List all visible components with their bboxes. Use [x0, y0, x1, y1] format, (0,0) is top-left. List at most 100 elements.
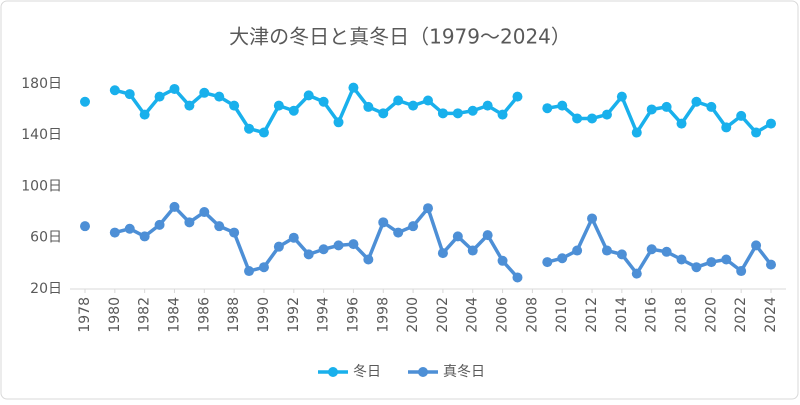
point [646, 244, 657, 255]
point [423, 95, 433, 106]
point [497, 255, 508, 266]
point [631, 268, 642, 279]
point [229, 100, 240, 111]
x-tick-label: 2024 [763, 297, 779, 333]
point [229, 227, 240, 238]
point [616, 91, 627, 102]
point [572, 113, 583, 124]
point [303, 90, 314, 101]
x-tick-label: 2000 [405, 297, 421, 333]
point [601, 109, 612, 120]
point [288, 232, 299, 243]
point [258, 262, 269, 273]
point [437, 248, 448, 259]
point [363, 254, 374, 265]
point [273, 241, 284, 252]
point [497, 109, 508, 120]
point [318, 244, 329, 255]
point [303, 249, 314, 260]
point [199, 207, 210, 218]
point [646, 104, 657, 115]
point [184, 217, 195, 228]
x-tick-label: 2020 [703, 297, 719, 333]
x-tick-label: 2012 [584, 297, 600, 333]
point [587, 213, 598, 224]
x-tick-label: 1988 [226, 297, 242, 333]
point [691, 262, 702, 273]
point [721, 254, 732, 265]
point [124, 89, 135, 100]
legend-label: 真冬日 [443, 364, 485, 380]
point [109, 227, 120, 238]
point [214, 221, 225, 232]
x-tick-label: 1992 [286, 297, 302, 333]
point [244, 266, 255, 277]
y-tick-label: 100日 [21, 178, 62, 194]
point [109, 85, 120, 96]
point [363, 101, 374, 112]
point [482, 230, 493, 241]
x-tick-label: 1980 [107, 297, 123, 333]
point [169, 201, 180, 212]
x-tick-label: 1994 [316, 297, 332, 333]
series-line [114, 85, 772, 135]
point [393, 227, 404, 238]
point [736, 110, 747, 121]
x-tick-label: 1990 [256, 297, 272, 333]
x-tick-label: 2016 [644, 297, 660, 333]
x-tick-label: 2014 [614, 297, 630, 333]
point [408, 100, 419, 111]
point [139, 231, 150, 242]
point [378, 217, 389, 228]
x-tick-label: 1996 [345, 297, 361, 333]
point [482, 100, 493, 111]
point [437, 108, 448, 119]
point [676, 254, 687, 265]
point [318, 96, 329, 107]
point [706, 101, 717, 112]
x-tick-label: 1978 [77, 297, 93, 333]
point [691, 96, 702, 107]
point [423, 203, 433, 214]
legend-marker [418, 367, 428, 377]
point [348, 239, 359, 250]
point [273, 100, 284, 111]
point [244, 123, 255, 134]
x-tick-label: 1984 [166, 297, 182, 333]
point [408, 221, 419, 232]
point [587, 113, 598, 124]
point [378, 108, 389, 119]
x-tick-label: 2010 [554, 297, 570, 333]
point [199, 87, 210, 98]
point [706, 257, 717, 268]
x-tick-label: 1998 [375, 297, 391, 333]
point [542, 257, 553, 268]
point [601, 245, 612, 256]
point [80, 96, 90, 107]
point [333, 240, 344, 251]
x-tick-label: 2006 [495, 297, 511, 333]
point [616, 249, 627, 260]
point [258, 127, 269, 138]
point [766, 118, 776, 129]
point [631, 127, 642, 138]
point [333, 117, 344, 128]
point [676, 118, 687, 129]
y-tick-label: 180日 [21, 76, 62, 92]
x-tick-label: 2008 [524, 297, 540, 333]
point [288, 105, 299, 116]
point [751, 127, 762, 138]
point [124, 223, 135, 234]
point [766, 259, 776, 270]
legend-marker [328, 367, 338, 377]
point [557, 253, 568, 264]
point [80, 221, 90, 232]
point [139, 109, 150, 120]
y-tick-label: 20日 [30, 281, 62, 297]
x-tick-label: 2018 [674, 297, 690, 333]
x-tick-label: 2004 [465, 297, 481, 333]
point [661, 101, 672, 112]
point [184, 100, 195, 111]
chart-title: 大津の冬日と真冬日（1979～2024） [229, 25, 571, 49]
